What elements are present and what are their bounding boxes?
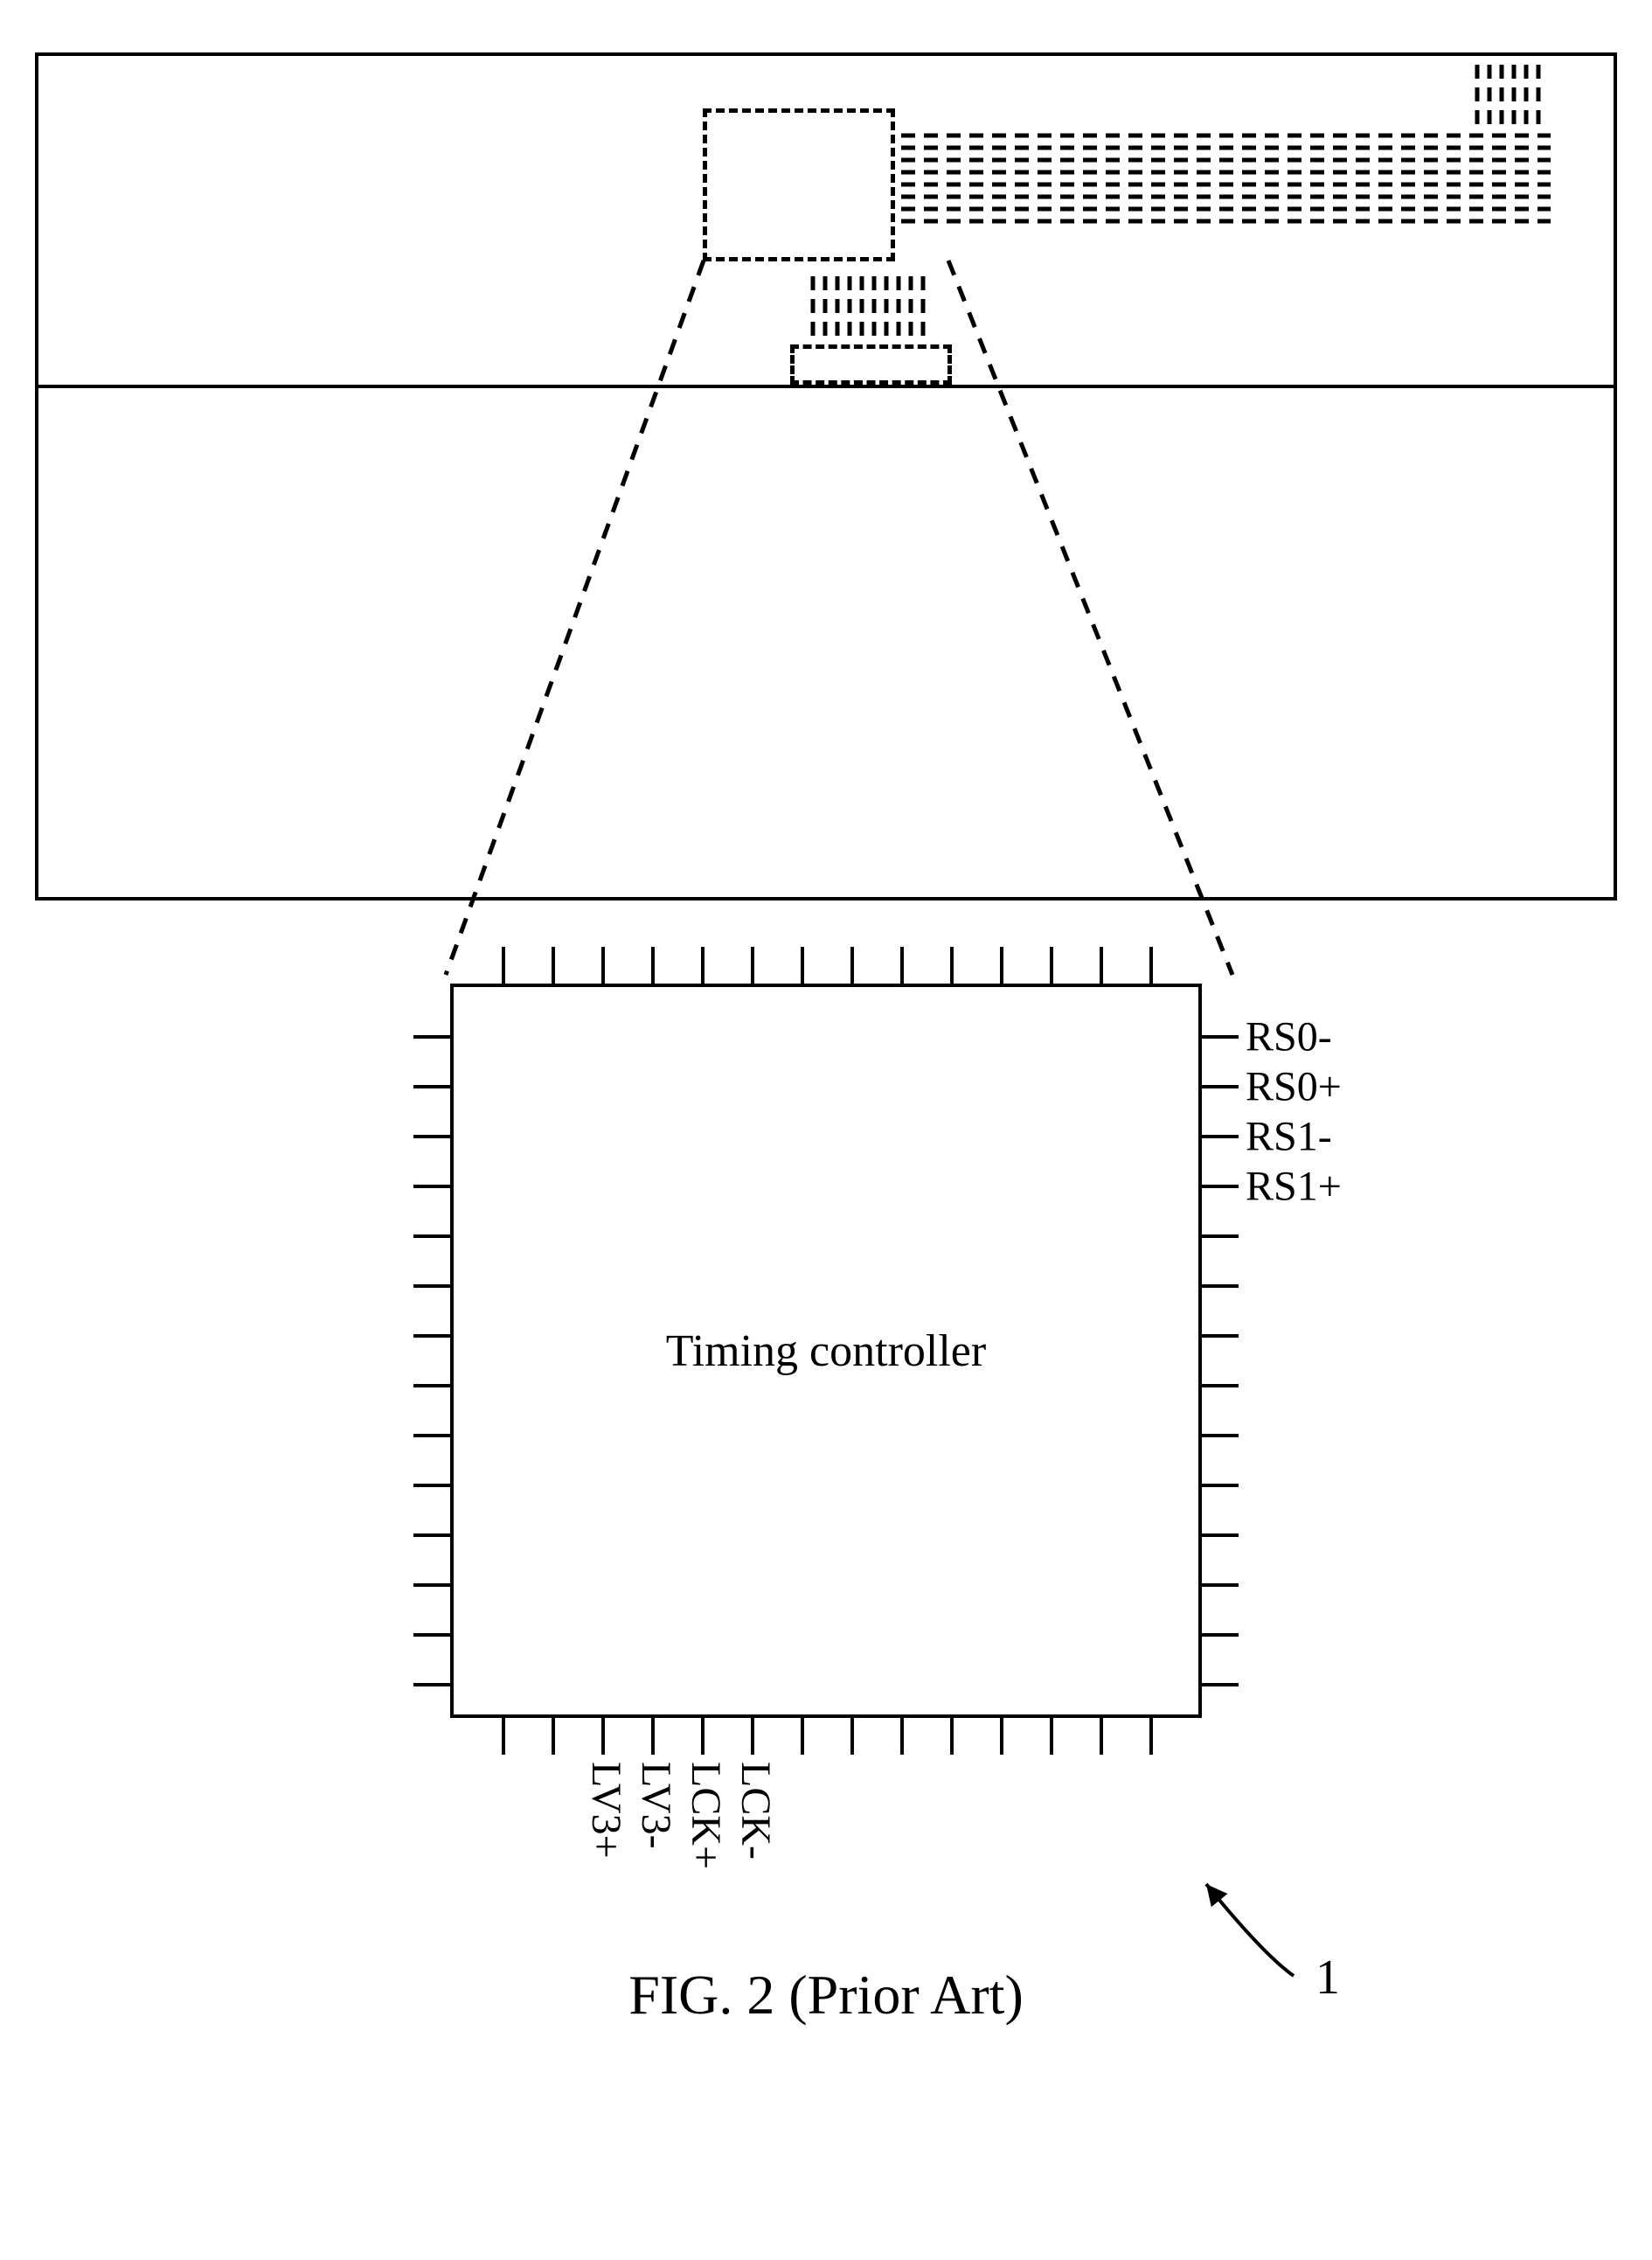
chip-pin-bottom [651, 1714, 655, 1755]
chip-pin-bottom [1050, 1714, 1053, 1755]
chip-label: Timing controller [666, 1325, 986, 1377]
chip-pin-right [1198, 1085, 1239, 1088]
chip-pin-left [413, 1334, 454, 1338]
chip-pin-left [413, 1185, 454, 1188]
chip-pin-right [1198, 1384, 1239, 1387]
chip-pin-bottom [751, 1714, 754, 1755]
pin-label-right: RS0+ [1246, 1063, 1342, 1111]
chip-pin-left [413, 1484, 454, 1487]
chip-pin-right [1198, 1135, 1239, 1138]
chip-pin-bottom [502, 1714, 505, 1755]
chip-pin-top [751, 947, 754, 987]
top-main-chip [703, 108, 895, 261]
chip-pin-right [1198, 1533, 1239, 1537]
chip-pin-bottom [1000, 1714, 1003, 1755]
chip-pin-left [413, 1035, 454, 1039]
chip-pin-top [601, 947, 605, 987]
chip-pin-bottom [850, 1714, 854, 1755]
chip-pin-right [1198, 1334, 1239, 1338]
chip-pin-right [1198, 1633, 1239, 1637]
chip-pin-right [1198, 1683, 1239, 1686]
chip-pin-top [502, 947, 505, 987]
chip-pin-right [1198, 1583, 1239, 1587]
chip-pin-bottom [950, 1714, 954, 1755]
chip-pin-left [413, 1135, 454, 1138]
chip-pin-right [1198, 1484, 1239, 1487]
chip-pin-left [413, 1533, 454, 1537]
pin-label-bottom: LV3- [632, 1762, 680, 1849]
pin-label-bottom: LV3+ [582, 1762, 630, 1859]
chip-pin-top [850, 947, 854, 987]
chip-pin-top [1050, 947, 1053, 987]
chip-pin-bottom [1149, 1714, 1153, 1755]
chip-pin-top [950, 947, 954, 987]
chip-pin-left [413, 1633, 454, 1637]
chip-pin-left [413, 1434, 454, 1437]
chip-body: Timing controller RS0-RS0+RS1-RS1+LV3+LV… [450, 984, 1202, 1718]
chip-pin-left [413, 1085, 454, 1088]
chip-pin-right [1198, 1284, 1239, 1288]
chip-pin-top [701, 947, 705, 987]
pin-label-bottom: LCK+ [682, 1762, 730, 1869]
chip-pin-left [413, 1683, 454, 1686]
chip-pin-bottom [552, 1714, 555, 1755]
chip-pin-bottom [701, 1714, 705, 1755]
pin-label-right: RS1- [1246, 1113, 1332, 1161]
figure-wrap: Timing controller RS0-RS0+RS1-RS1+ LV3+LV… [35, 52, 1617, 2027]
chip-pin-left [413, 1583, 454, 1587]
pin-label-right: RS0- [1246, 1013, 1332, 1061]
top-bus-right [899, 130, 1551, 231]
pin-label-bottom: LCK- [732, 1762, 780, 1860]
panel-top [35, 52, 1617, 385]
chip-pin-right [1198, 1035, 1239, 1039]
chip-pin-top [801, 947, 804, 987]
top-bus-right-up [1472, 63, 1551, 129]
chip-pin-top [1149, 947, 1153, 987]
top-small-bus [808, 275, 930, 337]
chip-pin-bottom [900, 1714, 904, 1755]
chip-pin-right [1198, 1434, 1239, 1437]
chip-pin-left [413, 1384, 454, 1387]
chip-pin-right [1198, 1185, 1239, 1188]
chip-pin-bottom [601, 1714, 605, 1755]
chip-pin-top [651, 947, 655, 987]
chip-pin-right [1198, 1234, 1239, 1238]
chip-pin-left [413, 1284, 454, 1288]
chip-pin-top [552, 947, 555, 987]
chip-pin-left [413, 1234, 454, 1238]
top-small-chip [790, 344, 952, 385]
figure-caption: FIG. 2 (Prior Art) [35, 1963, 1617, 2027]
chip-pin-top [1000, 947, 1003, 987]
reference-number: 1 [1315, 1950, 1340, 2006]
chip-pin-bottom [1100, 1714, 1103, 1755]
chip-pin-bottom [801, 1714, 804, 1755]
panel-bottom [35, 385, 1617, 901]
chip-pin-top [1100, 947, 1103, 987]
chip-pin-top [900, 947, 904, 987]
chip-area: Timing controller RS0-RS0+RS1-RS1+LV3+LV… [345, 984, 1307, 1753]
pin-label-right: RS1+ [1246, 1163, 1342, 1211]
